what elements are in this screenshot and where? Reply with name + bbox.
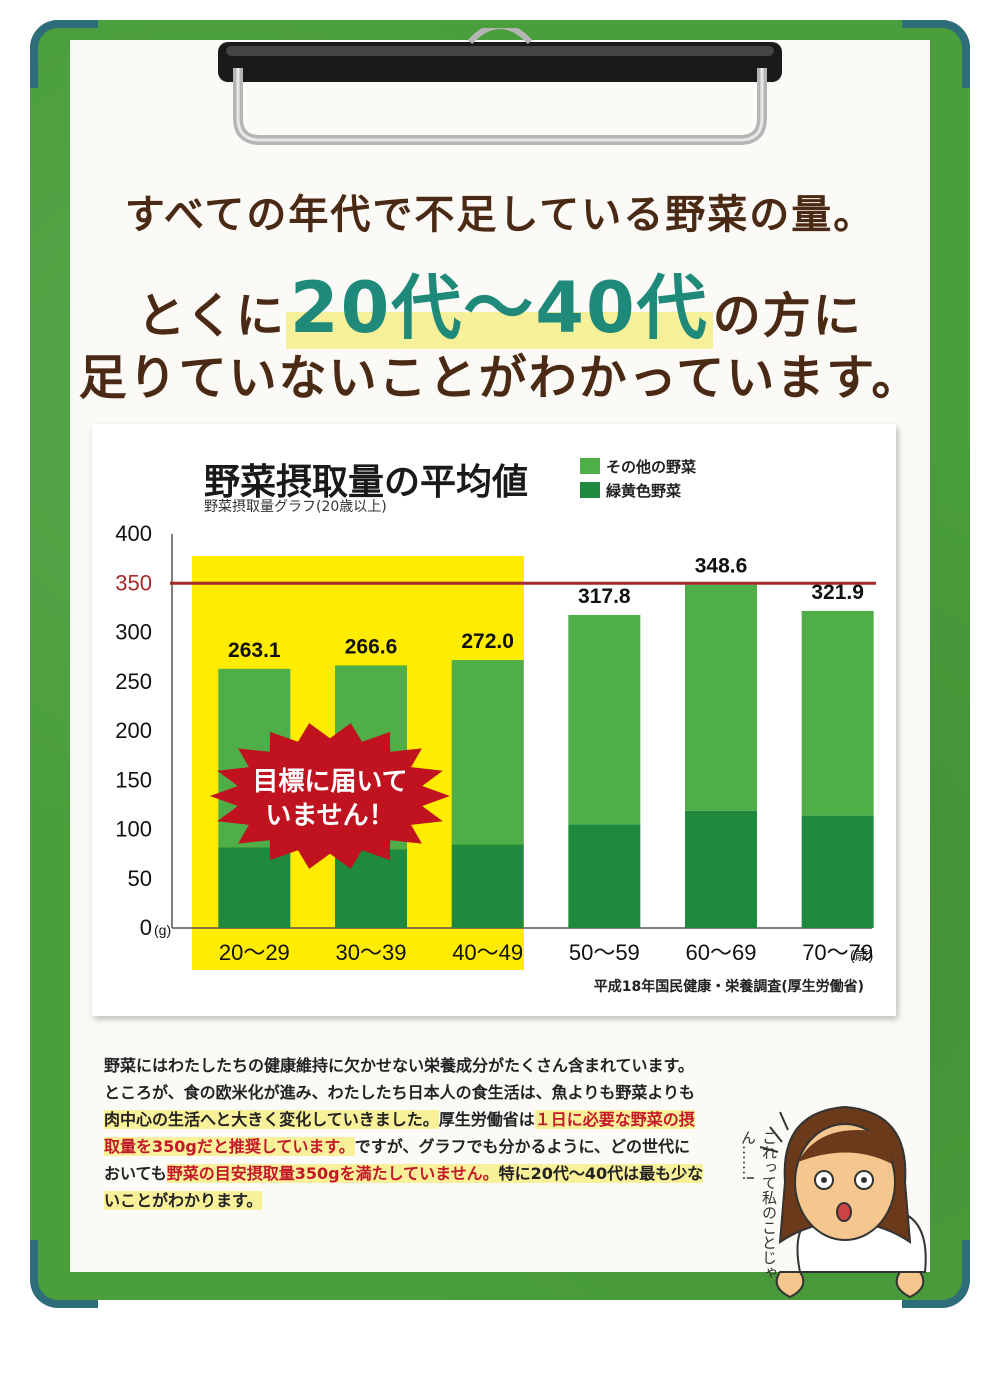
body-emphasis: 野菜の目安摂取量350gを満たしていません。 bbox=[166, 1164, 499, 1183]
legend-label: その他の野菜 bbox=[606, 457, 697, 476]
y-tick-label: 300 bbox=[115, 620, 152, 645]
chart-legend: その他の野菜 緑黄色野菜 bbox=[580, 454, 696, 502]
bar-green-yellow-vegetables bbox=[568, 824, 641, 928]
callout-text: いません！ bbox=[265, 801, 394, 831]
bar-green-yellow-vegetables bbox=[801, 815, 874, 928]
callout-text: 目標に届いて bbox=[252, 767, 407, 797]
corner-accent bbox=[902, 20, 970, 88]
headline-line2-post: の方に bbox=[712, 288, 863, 344]
headline-line2: とくに20代～40代の方に bbox=[0, 252, 1000, 353]
bar-value-label: 348.6 bbox=[695, 555, 748, 578]
headline-line1: すべての年代で不足している野菜の量。 bbox=[124, 191, 876, 238]
speech-line: 私のことじゃん……! bbox=[739, 1130, 778, 1280]
y-tick-label: 250 bbox=[115, 669, 152, 694]
bar-other-vegetables bbox=[451, 660, 524, 845]
y-tick-label: 150 bbox=[115, 767, 152, 792]
corner-accent bbox=[902, 1240, 970, 1308]
chart-title: 野菜摂取量の平均値 bbox=[204, 462, 529, 503]
clip-icon bbox=[218, 28, 782, 145]
y-tick-label: 350 bbox=[115, 570, 152, 595]
bar-value-label: 272.0 bbox=[461, 630, 514, 653]
chart-subtitle: 野菜摂取量グラフ(20歳以上) bbox=[204, 499, 387, 515]
legend-swatch bbox=[580, 482, 600, 498]
x-unit-label: (歳) bbox=[850, 947, 873, 963]
x-tick-label: 30～39 bbox=[336, 940, 407, 965]
callout-starburst bbox=[210, 723, 450, 869]
y-tick-label: 200 bbox=[115, 718, 152, 743]
speech-text: これって私のことじゃん……! bbox=[720, 1130, 780, 1280]
corner-accent bbox=[30, 20, 98, 88]
bar-other-vegetables bbox=[801, 610, 874, 816]
y-tick-label: 400 bbox=[115, 521, 152, 546]
y-tick-label: 50 bbox=[128, 866, 152, 891]
legend-label: 緑黄色野菜 bbox=[606, 481, 682, 500]
x-tick-label: 60～69 bbox=[686, 940, 757, 965]
legend-item: その他の野菜 bbox=[580, 454, 696, 478]
x-tick-label: 70～79 bbox=[802, 940, 873, 965]
bar-value-label: 317.8 bbox=[578, 585, 631, 608]
y-unit-label: (g) bbox=[154, 922, 171, 938]
headline-line3: 足りていないことがわかっています。 bbox=[78, 350, 922, 406]
body-text: ですが、グラフでも分かるように、どの世代においても bbox=[104, 1137, 690, 1183]
body-emphasis: １日に必要な野菜の bbox=[534, 1110, 679, 1129]
x-tick-label: 40～49 bbox=[452, 940, 523, 965]
bar-green-yellow-vegetables bbox=[218, 847, 291, 928]
bar-other-vegetables bbox=[568, 614, 641, 825]
legend-swatch bbox=[580, 458, 600, 474]
bar-chart: 0 50 100 150 200 250 300 350 400 (g) 263.1 20～29 266… bbox=[115, 521, 876, 970]
legend-item: 緑黄色野菜 bbox=[580, 478, 696, 502]
y-tick-label: 0 bbox=[140, 915, 152, 940]
body-text: 野菜にはわたしたちの健康維持に欠かせない栄養成分がたくさん含まれています。ところ… bbox=[104, 1056, 696, 1102]
x-tick-label: 50～59 bbox=[569, 940, 640, 965]
bar-other-vegetables bbox=[685, 584, 757, 811]
body-text: 厚生労働省は bbox=[438, 1110, 535, 1129]
bar-green-yellow-vegetables bbox=[451, 844, 524, 928]
corner-accent bbox=[30, 1240, 98, 1308]
speech-line: これって bbox=[760, 1130, 778, 1190]
headline-highlight: 20代～40代 bbox=[285, 267, 713, 349]
surprised-woman-illustration bbox=[759, 1105, 927, 1299]
body-paragraph: 野菜にはわたしたちの健康維持に欠かせない栄養成分がたくさん含まれています。ところ… bbox=[104, 1052, 704, 1214]
headline-line2-pre: とくに bbox=[137, 288, 286, 344]
x-tick-label: 20～29 bbox=[219, 940, 290, 965]
bar-value-label: 321.9 bbox=[811, 581, 864, 604]
y-tick-label: 100 bbox=[115, 817, 152, 842]
body-highlight: 肉中心の生活へと大きく変化していきました。 bbox=[104, 1110, 439, 1129]
bar-value-label: 266.6 bbox=[345, 635, 398, 658]
chart-card: 野菜摂取量の平均値 野菜摂取量グラフ(20歳以上) その他の野菜 緑黄色野菜 0… bbox=[92, 424, 896, 1016]
bar-value-label: 263.1 bbox=[228, 639, 281, 662]
bar-green-yellow-vegetables bbox=[685, 810, 757, 928]
chart-source: 平成18年国民健康・栄養調査(厚生労働省) bbox=[593, 979, 864, 995]
